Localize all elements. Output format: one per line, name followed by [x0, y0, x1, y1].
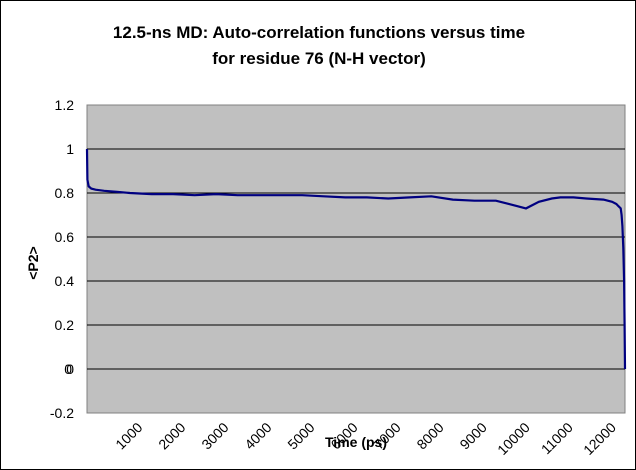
y-tick-label: 0.6 — [55, 229, 75, 245]
x-tick-label: 2000 — [155, 419, 188, 452]
x-tick-label: 5000 — [284, 419, 317, 452]
x-tick-label: 10000 — [494, 419, 533, 458]
y-tick-label: 0 — [66, 361, 74, 377]
y-axis-label: <P2> — [25, 246, 41, 279]
y-tick-label: 0.4 — [55, 273, 75, 289]
x-tick-label: 0 — [64, 361, 72, 377]
chart-title-line1: 12.5-ns MD: Auto-correlation functions v… — [113, 23, 525, 42]
y-tick-label: 1 — [66, 141, 74, 157]
x-tick-label: 4000 — [241, 419, 274, 452]
plot-area — [86, 104, 626, 414]
x-tick-label: 12000 — [580, 419, 619, 458]
chart-title-line2: for residue 76 (N-H vector) — [212, 49, 426, 68]
y-axis-ticks: -0.2 0 0.2 0.4 0.6 0.8 1 1.2 — [50, 97, 74, 421]
x-tick-label: 1000 — [112, 419, 145, 452]
y-tick-label: 1.2 — [55, 97, 75, 113]
x-tick-label: 9000 — [456, 419, 489, 452]
y-tick-label: -0.2 — [50, 405, 74, 421]
y-tick-label: 0.2 — [55, 317, 75, 333]
x-axis-label: Time (ps) — [325, 434, 387, 450]
x-tick-label: 11000 — [538, 419, 576, 457]
x-tick-label: 8000 — [413, 419, 446, 452]
gridlines — [87, 148, 625, 370]
series-line — [85, 148, 627, 370]
y-tick-label: 0.8 — [55, 185, 75, 201]
x-tick-label: 3000 — [198, 419, 231, 452]
